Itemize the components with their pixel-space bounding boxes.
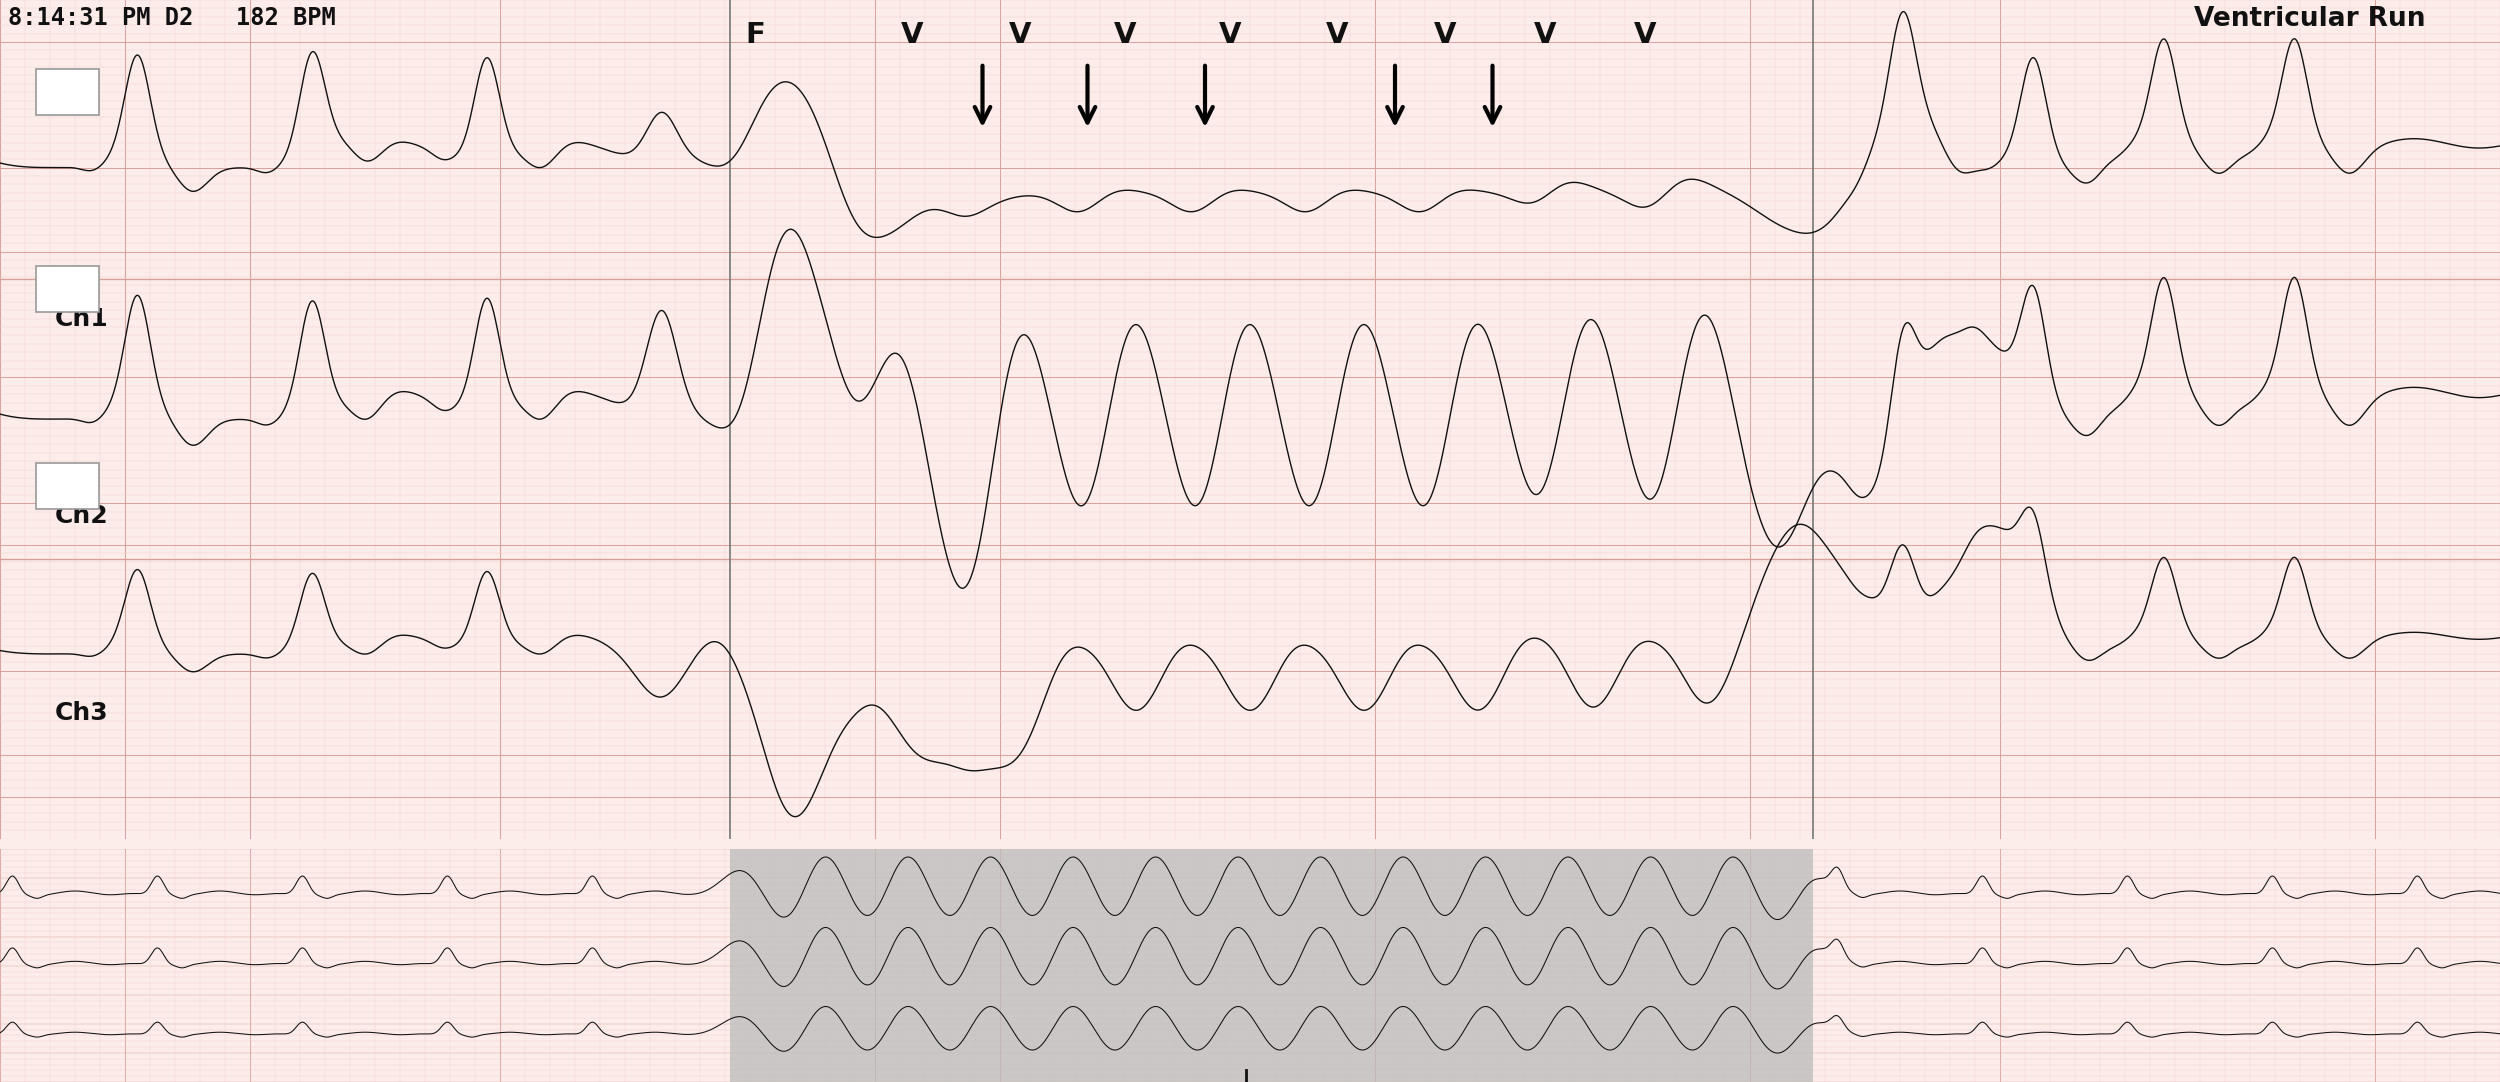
Text: Ch3: Ch3 bbox=[55, 701, 108, 725]
Text: V: V bbox=[1008, 21, 1032, 49]
FancyBboxPatch shape bbox=[35, 266, 100, 313]
Text: Ch1: Ch1 bbox=[55, 306, 110, 331]
Text: V: V bbox=[1435, 21, 1455, 49]
Text: Ch2: Ch2 bbox=[55, 504, 108, 528]
Text: V: V bbox=[1535, 21, 1555, 49]
Bar bbox=[730, 849, 1812, 1082]
FancyBboxPatch shape bbox=[35, 463, 100, 510]
Text: V: V bbox=[1115, 21, 1135, 49]
Text: Ventricular Run: Ventricular Run bbox=[2192, 5, 2425, 31]
Text: 8:14:31 PM D2   182 BPM: 8:14:31 PM D2 182 BPM bbox=[8, 5, 335, 30]
Text: F: F bbox=[745, 21, 765, 49]
Text: V: V bbox=[1220, 21, 1240, 49]
FancyBboxPatch shape bbox=[35, 69, 100, 116]
Text: V: V bbox=[1325, 21, 1350, 49]
Text: V: V bbox=[1635, 21, 1655, 49]
Text: V: V bbox=[902, 21, 925, 49]
